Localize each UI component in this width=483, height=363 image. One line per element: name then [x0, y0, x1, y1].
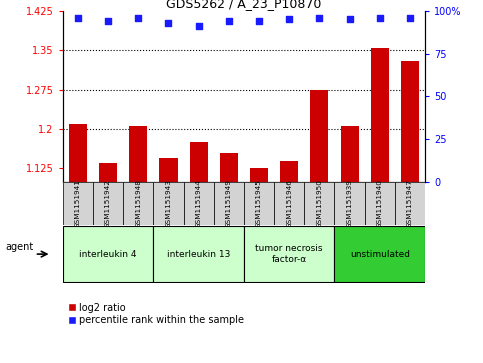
Bar — [123, 182, 154, 225]
Bar — [334, 226, 425, 282]
Bar — [99, 163, 117, 182]
Text: GSM1151944: GSM1151944 — [196, 179, 201, 228]
Bar — [184, 182, 213, 225]
Bar — [395, 182, 425, 225]
Text: GSM1151948: GSM1151948 — [135, 179, 141, 228]
Point — [165, 20, 172, 26]
Bar — [159, 158, 178, 182]
Bar — [220, 152, 238, 182]
Text: interleukin 4: interleukin 4 — [79, 250, 137, 258]
Point — [346, 17, 354, 23]
Text: interleukin 13: interleukin 13 — [167, 250, 230, 258]
Bar — [341, 126, 358, 182]
Text: GSM1151945: GSM1151945 — [256, 179, 262, 228]
Text: tumor necrosis
factor-α: tumor necrosis factor-α — [256, 244, 323, 264]
Text: GSM1151943: GSM1151943 — [166, 179, 171, 228]
Point — [406, 15, 414, 21]
Text: GSM1151950: GSM1151950 — [316, 179, 322, 228]
Text: GSM1151940: GSM1151940 — [377, 179, 383, 228]
Point — [134, 15, 142, 21]
Bar — [274, 182, 304, 225]
Bar — [371, 48, 389, 182]
Point — [195, 23, 202, 29]
Bar — [189, 142, 208, 182]
Bar — [63, 226, 154, 282]
Text: unstimulated: unstimulated — [350, 250, 410, 258]
Text: GSM1151939: GSM1151939 — [347, 179, 353, 228]
Bar — [280, 160, 298, 182]
Bar — [129, 126, 147, 182]
Bar — [244, 182, 274, 225]
Text: GSM1151941: GSM1151941 — [75, 179, 81, 228]
Bar — [334, 182, 365, 225]
Point — [104, 18, 112, 24]
Legend: log2 ratio, percentile rank within the sample: log2 ratio, percentile rank within the s… — [68, 302, 244, 326]
Bar — [365, 182, 395, 225]
Bar — [63, 182, 93, 225]
Title: GDS5262 / A_23_P10870: GDS5262 / A_23_P10870 — [166, 0, 322, 10]
Bar — [401, 61, 419, 182]
Point — [285, 17, 293, 23]
Text: GSM1151949: GSM1151949 — [226, 179, 232, 228]
Point — [225, 18, 233, 24]
Text: GSM1151942: GSM1151942 — [105, 179, 111, 228]
Point — [315, 15, 323, 21]
Bar — [154, 226, 244, 282]
Point — [74, 15, 82, 21]
Bar — [213, 182, 244, 225]
Text: GSM1151946: GSM1151946 — [286, 179, 292, 228]
Bar — [311, 90, 328, 182]
Text: agent: agent — [5, 242, 33, 252]
Point — [376, 15, 384, 21]
Bar — [304, 182, 334, 225]
Point — [255, 18, 263, 24]
Bar — [250, 168, 268, 182]
Bar — [244, 226, 334, 282]
Text: GSM1151947: GSM1151947 — [407, 179, 413, 228]
Bar — [93, 182, 123, 225]
Bar — [69, 124, 87, 182]
Bar — [154, 182, 184, 225]
